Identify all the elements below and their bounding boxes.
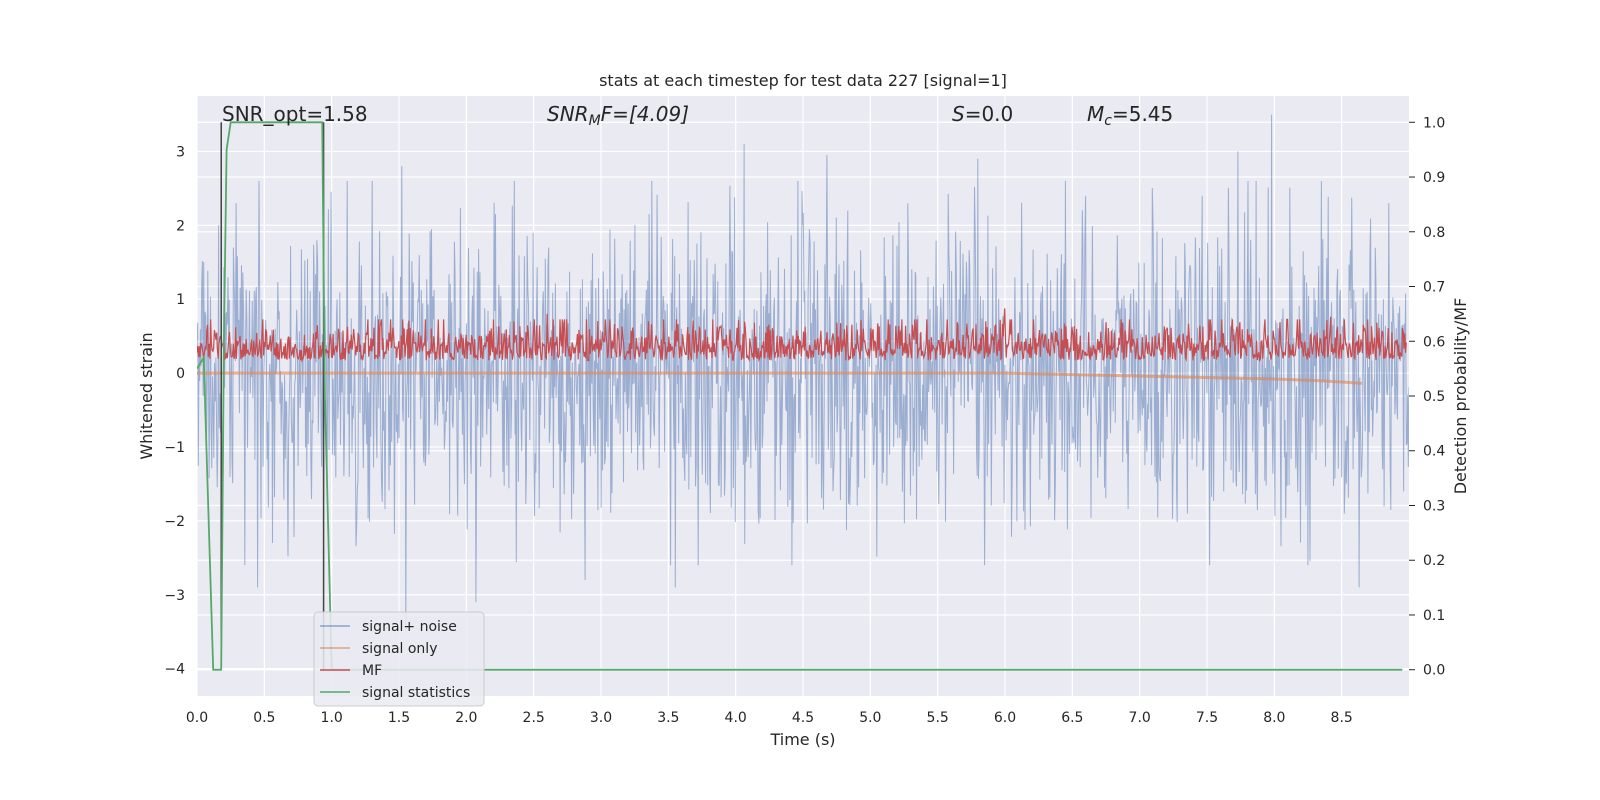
x-tick-label: 5.0 bbox=[859, 710, 881, 726]
y2-tick-labels: 1.0 0.9 0.8 0.7 0.6 0.5 0.4 0.3 0.2 0.1 0.0 bbox=[1409, 115, 1445, 679]
x-tick-label: 4.5 bbox=[792, 710, 814, 726]
y2-tick-label: 0.1 bbox=[1423, 608, 1445, 624]
y-tick-label: −4 bbox=[164, 662, 185, 678]
legend: signal+ noise signal only MF signal statist… bbox=[313, 611, 485, 707]
legend-box bbox=[313, 611, 485, 707]
y-tick-label: −3 bbox=[164, 588, 185, 604]
y-tick-label: −1 bbox=[164, 440, 185, 456]
annotation-mc-sub: c bbox=[1104, 113, 1112, 129]
y-tick-label: −2 bbox=[164, 514, 185, 530]
annotation-snr-mf-rest: F=[4.09] bbox=[601, 102, 689, 126]
y2-tick-label: 0.0 bbox=[1423, 663, 1445, 679]
x-tick-label: 7.0 bbox=[1129, 710, 1151, 726]
annotation-snr-opt: SNR_opt=1.58 bbox=[222, 102, 368, 126]
y2-tick-label: 0.4 bbox=[1423, 444, 1445, 460]
y2-tick-label: 0.2 bbox=[1423, 553, 1445, 569]
x-tick-label: 1.0 bbox=[321, 710, 343, 726]
chart-title: stats at each timestep for test data 227… bbox=[599, 71, 1007, 90]
y2-tick-label: 1.0 bbox=[1423, 115, 1445, 131]
y2-tick-label: 0.9 bbox=[1423, 170, 1445, 186]
annotation-mc-value: =5.45 bbox=[1112, 102, 1173, 126]
y2-tick-label: 0.6 bbox=[1423, 334, 1445, 350]
x-tick-label: 6.0 bbox=[994, 710, 1016, 726]
annotation-mc: Mc=5.45 bbox=[1087, 102, 1173, 129]
x-tick-label: 2.5 bbox=[523, 710, 545, 726]
x-axis-label: Time (s) bbox=[769, 730, 835, 749]
legend-entry-label: signal only bbox=[362, 641, 437, 657]
legend-entry-label: signal statistics bbox=[362, 685, 470, 701]
x-tick-label: 8.0 bbox=[1263, 710, 1285, 726]
legend-entry-label: MF bbox=[362, 663, 382, 679]
y-tick-label: 3 bbox=[176, 144, 185, 160]
y2-tick-label: 0.3 bbox=[1423, 498, 1445, 514]
y-axis-label: Whitened strain bbox=[137, 332, 156, 459]
signal-statistics-series bbox=[197, 121, 1403, 671]
annotation-s: S=0.0 bbox=[952, 102, 1013, 126]
y2-tick-label: 0.8 bbox=[1423, 225, 1445, 241]
x-tick-label: 4.0 bbox=[725, 710, 747, 726]
y-tick-label: 0 bbox=[176, 366, 185, 382]
x-tick-label: 2.0 bbox=[455, 710, 477, 726]
x-tick-label: 8.5 bbox=[1331, 710, 1353, 726]
x-tick-label: 1.5 bbox=[388, 710, 410, 726]
y-tick-labels: 3 2 1 0 −1 −2 −3 −4 bbox=[164, 144, 185, 677]
y-tick-label: 1 bbox=[176, 292, 185, 308]
annotation-snr-mf-main: SNR bbox=[547, 102, 589, 126]
legend-entry-label: signal+ noise bbox=[362, 619, 457, 635]
annotation-mc-label: M bbox=[1087, 102, 1104, 126]
x-tick-label: 3.5 bbox=[657, 710, 679, 726]
x-tick-label: 0.5 bbox=[253, 710, 275, 726]
annotation-snr-mf-sub: M bbox=[589, 113, 601, 129]
y2-axis-label: Detection probability/MF bbox=[1451, 298, 1470, 495]
x-tick-label: 0.0 bbox=[186, 710, 208, 726]
signal-only-series bbox=[197, 371, 1363, 385]
y2-tick-label: 0.7 bbox=[1423, 280, 1445, 296]
y2-tick-label: 0.5 bbox=[1423, 389, 1445, 405]
annotation-s-label: S bbox=[952, 102, 965, 126]
x-tick-label: 7.5 bbox=[1196, 710, 1218, 726]
x-tick-label: 3.0 bbox=[590, 710, 612, 726]
x-tick-label: 5.5 bbox=[927, 710, 949, 726]
x-tick-labels: 0.0 0.5 1.0 1.5 2.0 2.5 3.0 3.5 4.0 4.5 5.0 5.5 6.0 6… bbox=[186, 710, 1353, 726]
mf-series bbox=[197, 308, 1407, 363]
signal-noise-series bbox=[197, 114, 1409, 632]
annotation-s-value: =0.0 bbox=[965, 102, 1014, 126]
annotation-snr-mf: SNRMF=[4.09] bbox=[547, 102, 689, 129]
x-tick-label: 6.5 bbox=[1061, 710, 1083, 726]
y-tick-label: 2 bbox=[176, 218, 185, 234]
